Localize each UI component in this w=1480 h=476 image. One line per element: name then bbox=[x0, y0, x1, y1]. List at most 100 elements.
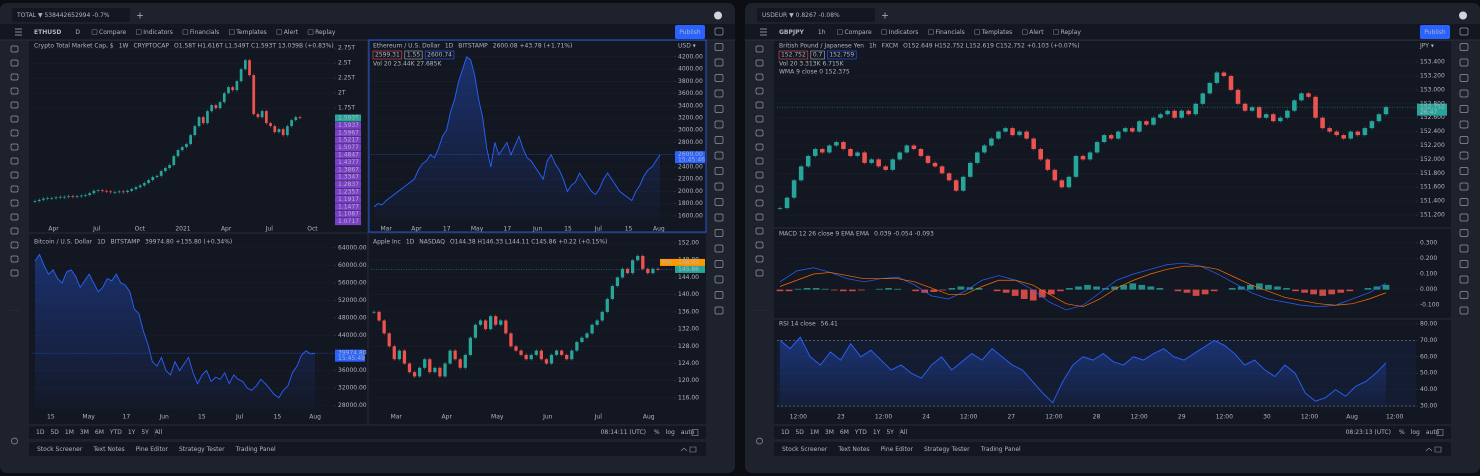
panel-collapse[interactable] bbox=[1425, 446, 1442, 453]
toolbar-button[interactable]: Financials bbox=[935, 29, 964, 36]
sidebar-button[interactable] bbox=[1459, 74, 1469, 82]
sidebar-button[interactable] bbox=[1459, 105, 1469, 113]
publish-label[interactable]: Publish bbox=[1424, 29, 1446, 36]
sidebar-button[interactable] bbox=[1459, 275, 1469, 284]
drawing-tool[interactable] bbox=[755, 45, 764, 53]
drawing-tool[interactable] bbox=[10, 241, 19, 249]
toolbar-button[interactable]: Indicators bbox=[143, 29, 173, 36]
sidebar-button[interactable] bbox=[714, 213, 724, 222]
tab-title[interactable]: TOTAL ▼ 538442652994 -0.7% bbox=[16, 12, 110, 19]
drawing-tool[interactable] bbox=[755, 185, 764, 193]
interval[interactable]: D bbox=[75, 29, 80, 36]
sidebar-button[interactable] bbox=[1459, 151, 1469, 160]
panel-tab[interactable]: Stock Screener bbox=[37, 446, 83, 453]
sidebar-button[interactable] bbox=[714, 260, 724, 268]
range-button[interactable]: 5D bbox=[795, 429, 804, 436]
drawing-tool[interactable] bbox=[755, 115, 764, 123]
sidebar-button[interactable] bbox=[1459, 213, 1469, 222]
publish-button[interactable] bbox=[1420, 25, 1450, 39]
scale-toggle[interactable]: % bbox=[654, 429, 660, 436]
drawing-tool[interactable] bbox=[755, 171, 764, 179]
sidebar-button[interactable] bbox=[1459, 58, 1469, 67]
drawing-tool[interactable] bbox=[755, 73, 764, 81]
range-button[interactable]: 1Y bbox=[873, 429, 881, 436]
toolbar-button[interactable]: Financials bbox=[190, 29, 219, 36]
fullscreen-button[interactable] bbox=[691, 429, 699, 436]
new-tab-icon[interactable] bbox=[137, 12, 143, 19]
scale-toggle[interactable]: auto bbox=[681, 429, 695, 436]
fullscreen-button[interactable] bbox=[1436, 429, 1444, 436]
range-button[interactable]: 1D bbox=[781, 429, 790, 436]
drawing-tool[interactable] bbox=[755, 255, 764, 263]
range-button[interactable]: 5D bbox=[50, 429, 59, 436]
sidebar-button[interactable] bbox=[714, 43, 724, 51]
drawing-tool[interactable] bbox=[755, 157, 764, 165]
new-tab-icon[interactable] bbox=[882, 12, 888, 19]
sidebar-button[interactable] bbox=[714, 198, 724, 206]
panel-tab[interactable]: Strategy Tester bbox=[924, 446, 970, 453]
sidebar-button[interactable] bbox=[714, 291, 724, 299]
toolbar-button[interactable]: Alert bbox=[284, 29, 299, 36]
sidebar-button[interactable] bbox=[714, 58, 724, 67]
sidebar-button[interactable] bbox=[1459, 260, 1469, 268]
sidebar-button[interactable] bbox=[1459, 43, 1469, 51]
range-button[interactable]: 5Y bbox=[141, 429, 149, 436]
toolbar-button[interactable]: Indicators bbox=[889, 29, 919, 36]
sidebar-button[interactable] bbox=[1459, 89, 1469, 98]
avatar[interactable] bbox=[714, 11, 722, 20]
drawing-tool[interactable] bbox=[755, 227, 764, 235]
range-button[interactable]: 5Y bbox=[886, 429, 894, 436]
range-button[interactable]: 3M bbox=[80, 429, 89, 436]
drawing-tool[interactable] bbox=[755, 199, 764, 207]
range-button[interactable]: YTD bbox=[854, 429, 867, 436]
range-button[interactable]: 3M bbox=[825, 429, 834, 436]
panel-tab[interactable]: Strategy Tester bbox=[179, 446, 225, 453]
symbol-search[interactable]: ETHUSD bbox=[34, 29, 61, 36]
drawing-tool[interactable] bbox=[10, 87, 19, 95]
drawing-tool[interactable] bbox=[10, 199, 19, 207]
sidebar-button[interactable] bbox=[714, 167, 724, 175]
sidebar-button[interactable] bbox=[714, 120, 724, 129]
sidebar-button[interactable] bbox=[714, 306, 724, 315]
drawing-tool[interactable] bbox=[755, 213, 764, 221]
avatar[interactable] bbox=[1459, 11, 1467, 20]
drawing-tool[interactable] bbox=[10, 73, 19, 81]
sidebar-button[interactable] bbox=[1459, 27, 1469, 36]
currency-select[interactable]: JPY ▾ bbox=[1419, 43, 1434, 50]
range-button[interactable]: 1Y bbox=[128, 429, 136, 436]
sidebar-button[interactable] bbox=[1459, 229, 1469, 237]
favorite-tool[interactable] bbox=[756, 437, 763, 445]
drawing-tool[interactable] bbox=[10, 227, 19, 235]
panel-tab[interactable]: Trading Panel bbox=[980, 446, 1021, 453]
sidebar-button[interactable] bbox=[714, 27, 724, 36]
symbol-search[interactable]: GBPJPY bbox=[779, 29, 805, 36]
sidebar-button[interactable] bbox=[1459, 244, 1469, 253]
panel-tab[interactable]: Trading Panel bbox=[235, 446, 276, 453]
drawing-tool[interactable] bbox=[755, 241, 764, 249]
menu-icon[interactable] bbox=[760, 28, 767, 36]
range-button[interactable]: 6M bbox=[840, 429, 849, 436]
drawing-tool[interactable] bbox=[10, 143, 19, 151]
sidebar-button[interactable] bbox=[714, 182, 724, 191]
panel-tab[interactable]: Pine Editor bbox=[881, 446, 914, 453]
panel-tab[interactable]: Text Notes bbox=[92, 446, 124, 453]
panel-tab[interactable]: Pine Editor bbox=[136, 446, 169, 453]
range-button[interactable]: All bbox=[900, 429, 908, 436]
sidebar-button[interactable] bbox=[714, 244, 724, 253]
toolbar-button[interactable]: Compare bbox=[845, 29, 873, 36]
range-button[interactable]: 1D bbox=[36, 429, 45, 436]
drawing-tool[interactable] bbox=[10, 171, 19, 179]
sidebar-button[interactable] bbox=[1459, 306, 1469, 315]
drawing-tool[interactable] bbox=[755, 87, 764, 95]
drawing-tool[interactable] bbox=[10, 101, 19, 109]
toolbar-button[interactable]: Compare bbox=[99, 29, 127, 36]
interval[interactable]: 1h bbox=[818, 29, 826, 36]
sidebar-button[interactable] bbox=[714, 136, 724, 144]
sidebar-button[interactable] bbox=[1459, 120, 1469, 129]
toolbar-button[interactable]: Replay bbox=[1061, 29, 1082, 36]
toolbar-button[interactable]: Replay bbox=[315, 29, 336, 36]
range-button[interactable]: 1M bbox=[810, 429, 819, 436]
currency-select[interactable]: USD ▾ bbox=[678, 43, 696, 50]
drawing-tool[interactable] bbox=[10, 59, 19, 67]
publish-label[interactable]: Publish bbox=[679, 29, 701, 36]
